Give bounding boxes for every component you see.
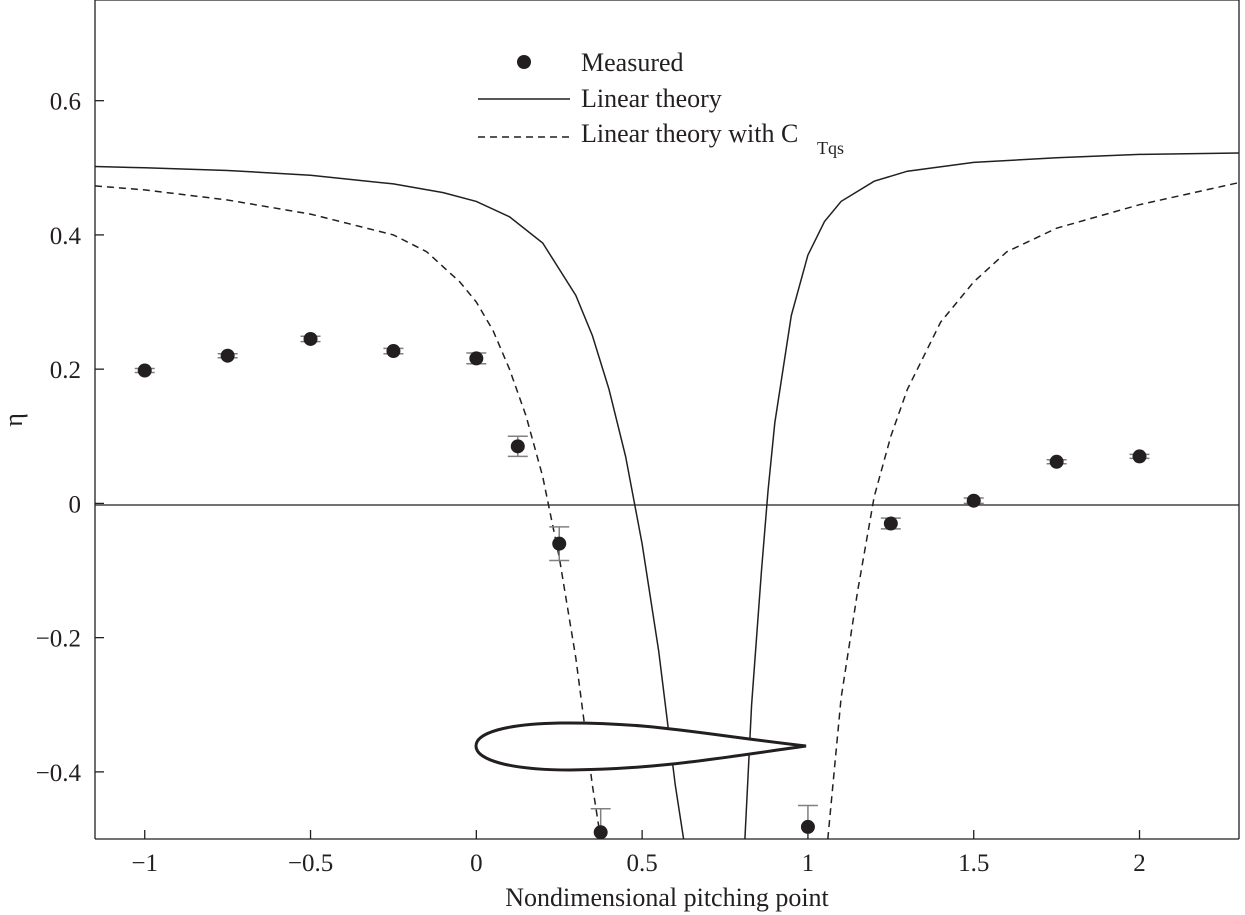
measured-markers	[137, 331, 1147, 840]
measured-point	[593, 825, 608, 840]
measured-point	[1132, 449, 1147, 464]
theory-curves	[95, 152, 1239, 839]
y-axis-title: η	[0, 413, 28, 427]
measured-point	[1049, 454, 1064, 469]
y-tick-label: 0	[69, 491, 82, 518]
measured-point	[220, 348, 235, 363]
measured-point	[137, 363, 152, 378]
x-tick-label: 0.5	[627, 850, 658, 877]
legend-ctqs-label: Linear theory with C	[581, 119, 798, 148]
airfoil-illustration	[474, 721, 807, 772]
measured-point	[510, 439, 525, 454]
y-tick-label: 0.4	[50, 223, 82, 250]
x-tick-label: 1	[802, 850, 815, 877]
x-tick-label: −0.5	[288, 850, 333, 877]
measured-point	[552, 536, 567, 551]
y-tick-label: 0.2	[50, 357, 81, 384]
y-tick-label: −0.4	[36, 760, 82, 787]
measured-point	[386, 344, 401, 359]
x-tick-label: 1.5	[958, 850, 989, 877]
legend-linear-label: Linear theory	[581, 84, 722, 113]
legend-measured-marker	[517, 55, 531, 69]
measured-point	[469, 351, 484, 366]
y-tick-label: −0.2	[36, 626, 81, 653]
y-tick-label: 0.6	[50, 89, 81, 116]
x-tick-label: −1	[131, 850, 158, 877]
linear-theory-curve-right	[744, 152, 1239, 839]
legend-measured-label: Measured	[581, 48, 684, 77]
legend-ctqs-subscript: Tqs	[817, 138, 844, 158]
measured-point	[966, 493, 981, 508]
x-tick-label: 2	[1133, 850, 1146, 877]
x-tick-label: 0	[470, 850, 483, 877]
measured-point	[800, 819, 815, 834]
measured-point	[883, 516, 898, 531]
y-axis-ticks: −0.4 −0.2 0 0.2 0.4 0.6	[36, 89, 104, 787]
legend: Measured Linear theory Linear theory wit…	[478, 48, 844, 158]
ctqs-theory-curve-right	[827, 181, 1239, 839]
x-axis-ticks: −1 −0.5 0 0.5 1 1.5 2	[131, 830, 1146, 877]
linear-theory-curve-left	[95, 165, 685, 839]
measured-point	[303, 331, 318, 346]
x-axis-title: Nondimensional pitching point	[505, 883, 829, 912]
